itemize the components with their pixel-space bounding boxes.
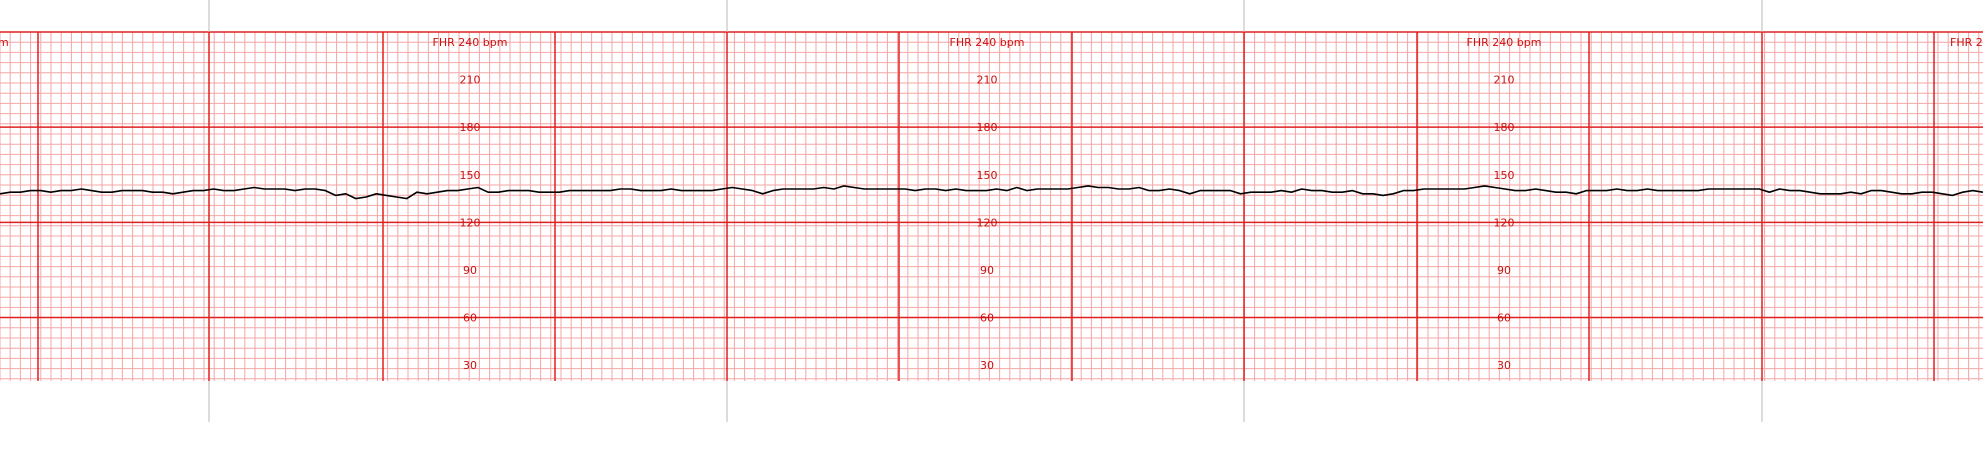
y-tick-label: 60	[1497, 312, 1511, 325]
y-tick-label: 30	[980, 359, 994, 372]
fhr-scale-header-label-partial: FHR 240 bpm	[1950, 36, 1983, 49]
y-tick-label: 150	[1494, 169, 1515, 182]
fhr-scale-header-label-partial: m	[0, 36, 9, 49]
fhr-scale-header-label: FHR 240 bpm	[433, 36, 508, 49]
major-grid	[0, 31, 1983, 381]
fhr-trace-line	[0, 185, 1983, 200]
fhr-scale-header-label: FHR 240 bpm	[1467, 36, 1542, 49]
axis-labels: FHR 240 bpm 210 180 150 120 90 60 30 FHR 240 bpm…	[0, 36, 1983, 372]
y-tick-label: 60	[463, 312, 477, 325]
y-tick-label: 120	[1494, 216, 1515, 229]
y-tick-label: 60	[980, 312, 994, 325]
y-tick-label: 210	[1494, 74, 1515, 87]
minor-grid	[0, 31, 1983, 381]
y-tick-label: 210	[977, 74, 998, 87]
y-tick-label: 210	[460, 74, 481, 87]
y-tick-label: 150	[460, 169, 481, 182]
y-tick-label: 30	[463, 359, 477, 372]
time-separators	[208, 0, 1763, 422]
y-tick-label: 90	[1497, 264, 1511, 277]
y-tick-label: 30	[1497, 359, 1511, 372]
y-tick-label: 120	[977, 216, 998, 229]
y-tick-label: 150	[977, 169, 998, 182]
y-tick-label: 120	[460, 216, 481, 229]
y-tick-label: 180	[977, 121, 998, 134]
y-tick-label: 90	[980, 264, 994, 277]
y-tick-label: 90	[463, 264, 477, 277]
y-tick-label: 180	[1494, 121, 1515, 134]
fhr-scale-header-label: FHR 240 bpm	[950, 36, 1025, 49]
y-tick-label: 180	[460, 121, 481, 134]
